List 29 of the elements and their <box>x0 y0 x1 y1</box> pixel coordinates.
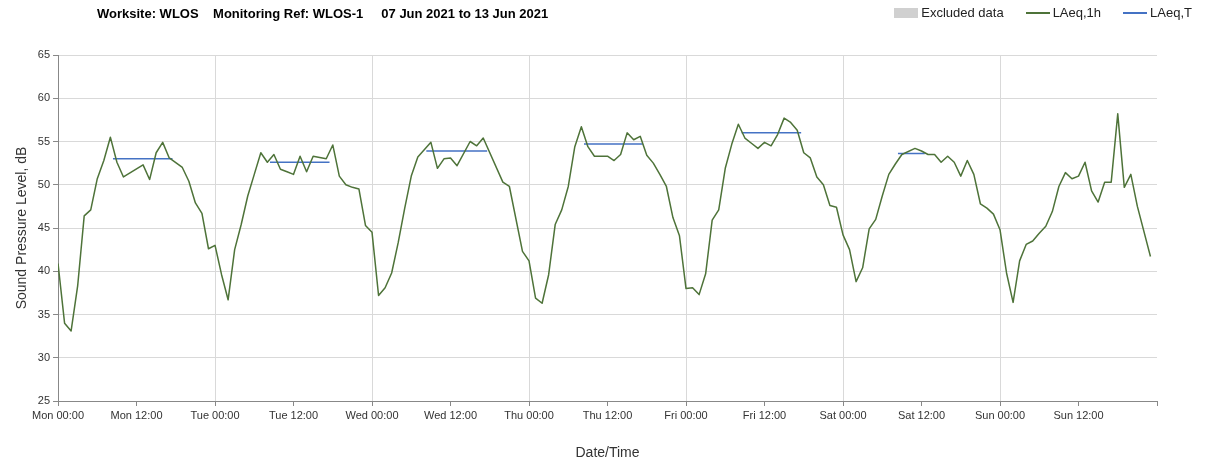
y-tick-label: 65 <box>37 48 51 61</box>
x-tick-label: Sun 12:00 <box>1053 408 1104 421</box>
x-tick-label: Thu 12:00 <box>582 408 633 421</box>
y-tick-label: 50 <box>37 177 51 190</box>
x-tick-label: Mon 00:00 <box>32 408 85 421</box>
chart-title: Worksite: WLOS Monitoring Ref: WLOS-1 07 Jun 2021 to 13 Jun 2021 <box>97 6 549 21</box>
y-tick-label: 55 <box>37 134 51 147</box>
legend-label: LAeq,1h <box>1052 5 1102 20</box>
y-axis-title: Sound Pressure Level, dB <box>13 146 30 310</box>
legend-label: LAeq,T <box>1150 5 1192 20</box>
x-tick-label: Fri 00:00 <box>664 408 708 421</box>
y-tick-label: 45 <box>37 221 51 234</box>
legend-label: Excluded data <box>921 5 1004 20</box>
x-tick-label: Wed 00:00 <box>345 408 399 421</box>
x-tick-label: Sun 00:00 <box>974 408 1026 421</box>
x-tick-label: Thu 00:00 <box>504 408 554 421</box>
y-tick-label: 35 <box>37 307 51 320</box>
x-tick-label: Wed 12:00 <box>424 408 478 421</box>
y-tick-label: 25 <box>37 394 51 407</box>
x-tick-label: Tue 00:00 <box>190 408 240 421</box>
y-tick-label: 30 <box>37 350 51 363</box>
x-tick-label: Sat 00:00 <box>819 408 867 421</box>
x-tick-label: Fri 12:00 <box>742 408 787 421</box>
x-axis-title: Date/Time <box>575 444 640 461</box>
y-tick-label: 40 <box>37 264 51 277</box>
x-tick-label: Tue 12:00 <box>268 408 319 421</box>
x-tick-label: Mon 12:00 <box>110 408 163 421</box>
x-tick-label: Sat 12:00 <box>897 408 946 421</box>
y-tick-label: 60 <box>37 91 51 104</box>
